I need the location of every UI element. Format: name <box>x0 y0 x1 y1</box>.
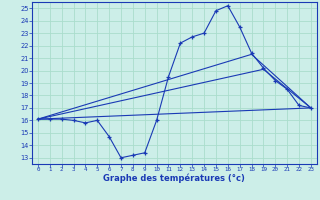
X-axis label: Graphe des températures (°c): Graphe des températures (°c) <box>103 174 245 183</box>
